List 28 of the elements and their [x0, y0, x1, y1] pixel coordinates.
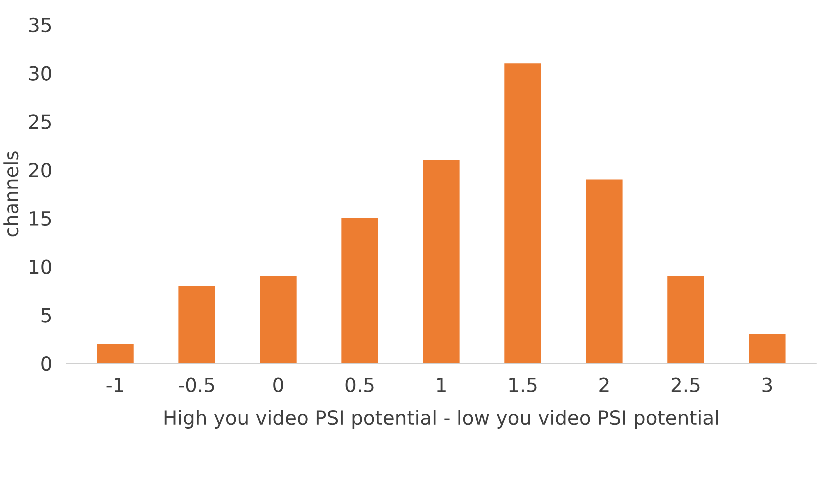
y-tick-label: 15: [30, 212, 52, 226]
x-tick-label: 2.5: [672, 378, 700, 392]
bar: [342, 218, 378, 364]
x-tick-label: 1.5: [510, 378, 537, 392]
bar: [504, 64, 542, 364]
y-tick-label: 5: [42, 308, 52, 323]
y-tick-label: 25: [29, 114, 52, 130]
y-axis-title: channels: [4, 152, 19, 237]
bar: [178, 286, 216, 364]
bar: [423, 160, 460, 364]
y-tick-label: 0: [42, 356, 52, 372]
x-axis-title: High you video PSI potential - low you video PSI potential: [164, 410, 718, 429]
y-tick-label: 20: [29, 162, 52, 178]
x-tick-label: 0: [274, 378, 284, 392]
x-tick-label: 3: [762, 378, 772, 392]
x-tick-label: 0.5: [346, 378, 374, 392]
y-tick-label: 30: [29, 66, 52, 81]
x-tick-label: -1: [106, 378, 124, 392]
y-tick-label: 10: [30, 260, 52, 274]
bar: [260, 276, 297, 364]
bar: [668, 276, 704, 364]
y-tick-label: 35: [29, 18, 52, 33]
x-tick-label: -0.5: [179, 378, 214, 392]
x-tick-label: 1: [437, 378, 446, 392]
bar: [749, 334, 786, 364]
bar: [97, 344, 134, 364]
x-tick-label: 2: [600, 378, 609, 392]
bar: [586, 180, 623, 364]
